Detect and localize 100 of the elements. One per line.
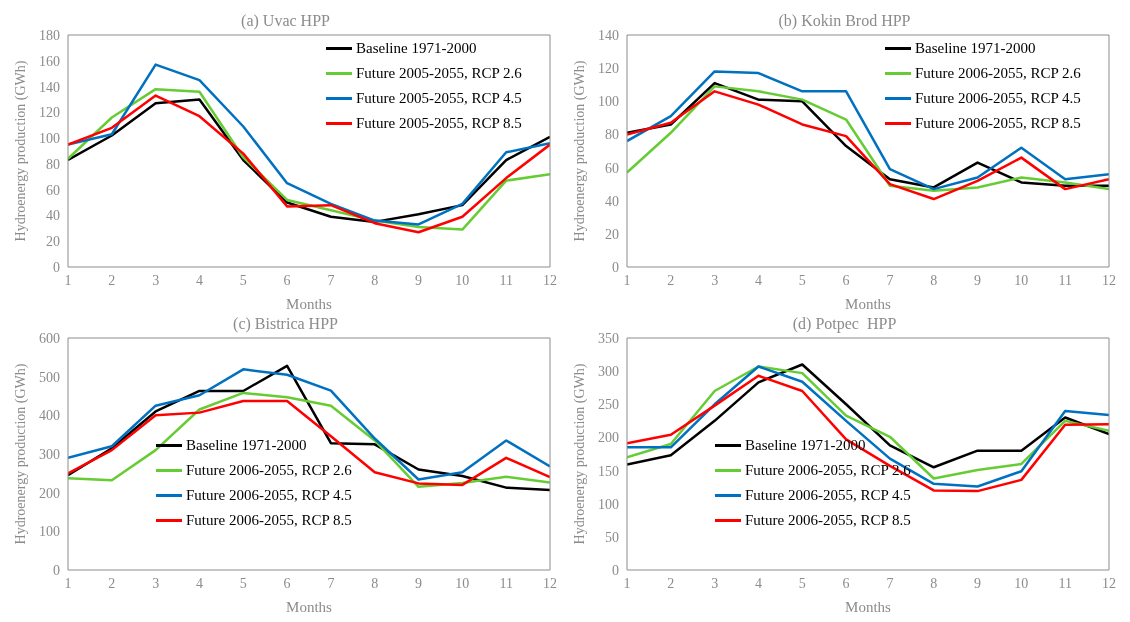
legend-label: Future 2006-2055, RCP 4.5 <box>915 89 1081 108</box>
x-tick-label: 11 <box>1058 575 1072 591</box>
legend-label: Future 2006-2055, RCP 8.5 <box>915 114 1081 133</box>
x-tick-label: 12 <box>543 575 557 591</box>
x-tick-label: 3 <box>711 272 719 288</box>
x-tick-label: 10 <box>1014 272 1029 288</box>
y-tick-label: 40 <box>46 208 60 224</box>
y-tick-label: 50 <box>605 529 619 545</box>
x-tick-label: 7 <box>327 575 335 591</box>
y-tick-label: 80 <box>605 127 619 143</box>
y-tick-label: 80 <box>46 156 60 172</box>
x-tick-label: 11 <box>499 272 513 288</box>
legend-label: Future 2006-2055, RCP 4.5 <box>186 486 352 505</box>
x-tick-label: 2 <box>108 272 116 288</box>
x-tick-label: 8 <box>930 272 938 288</box>
y-tick-label: 600 <box>39 330 60 346</box>
x-tick-label: 10 <box>1014 575 1029 591</box>
x-tick-label: 1 <box>64 575 72 591</box>
x-tick-label: 7 <box>327 272 335 288</box>
y-tick-label: 300 <box>39 446 60 462</box>
x-axis-title: Months <box>286 599 333 615</box>
y-tick-label: 100 <box>598 94 619 110</box>
x-tick-label: 2 <box>667 575 675 591</box>
x-tick-label: 11 <box>499 575 513 591</box>
x-tick-label: 10 <box>455 272 470 288</box>
x-tick-label: 8 <box>371 272 379 288</box>
x-tick-label: 7 <box>886 272 894 288</box>
y-tick-label: 200 <box>598 430 619 446</box>
y-tick-label: 200 <box>39 485 60 501</box>
y-tick-label: 120 <box>598 61 619 77</box>
legend-label: Future 2006-2055, RCP 2.6 <box>915 64 1081 83</box>
legend-label: Future 2006-2055, RCP 8.5 <box>186 511 352 530</box>
x-tick-label: 12 <box>1102 575 1116 591</box>
x-tick-label: 4 <box>195 272 203 288</box>
y-tick-label: 100 <box>39 131 60 147</box>
x-axis-title: Months <box>845 599 892 615</box>
x-tick-label: 12 <box>543 272 557 288</box>
x-tick-label: 9 <box>974 575 982 591</box>
x-tick-label: 5 <box>239 575 247 591</box>
y-tick-label: 140 <box>598 27 619 43</box>
y-tick-label: 140 <box>39 79 60 95</box>
x-axis-title: Months <box>845 296 892 312</box>
x-tick-label: 1 <box>623 272 631 288</box>
x-tick-label: 9 <box>415 575 423 591</box>
x-axis-title: Months <box>286 296 333 312</box>
x-tick-label: 2 <box>108 575 116 591</box>
legend-label: Baseline 1971-2000 <box>186 436 307 455</box>
y-tick-label: 60 <box>605 160 619 176</box>
y-tick-label: 500 <box>39 369 60 385</box>
x-tick-label: 4 <box>754 272 762 288</box>
x-tick-label: 1 <box>64 272 72 288</box>
y-tick-label: 0 <box>53 562 60 578</box>
y-tick-label: 180 <box>39 27 60 43</box>
legend-label: Future 2005-2055, RCP 8.5 <box>356 114 522 133</box>
x-tick-label: 6 <box>842 272 850 288</box>
x-tick-label: 5 <box>798 272 806 288</box>
x-tick-label: 6 <box>283 272 291 288</box>
y-tick-label: 120 <box>39 105 60 121</box>
legend-label: Future 2006-2055, RCP 4.5 <box>745 486 911 505</box>
y-axis-title: Hydroenergy production (GWh) <box>12 60 29 242</box>
y-tick-label: 400 <box>39 408 60 424</box>
y-tick-label: 20 <box>605 226 619 242</box>
legend-label: Future 2005-2055, RCP 2.6 <box>356 64 522 83</box>
x-tick-label: 7 <box>886 575 894 591</box>
legend-label: Future 2006-2055, RCP 8.5 <box>745 511 911 530</box>
y-tick-label: 0 <box>612 259 619 275</box>
chart-title: (a) Uvac HPP <box>241 12 331 30</box>
x-tick-label: 1 <box>623 575 631 591</box>
chart-title: (b) Kokin Brod HPP <box>778 12 911 30</box>
chart-title: (d) Potpec HPP <box>792 315 897 333</box>
x-tick-label: 3 <box>152 272 160 288</box>
x-tick-label: 5 <box>239 272 247 288</box>
y-tick-label: 100 <box>598 496 619 512</box>
chart-title: (c) Bistrica HPP <box>233 315 339 333</box>
y-tick-label: 0 <box>53 259 60 275</box>
y-axis-title: Hydroenergy production (GWh) <box>12 363 29 545</box>
x-tick-label: 3 <box>711 575 719 591</box>
x-tick-label: 5 <box>798 575 806 591</box>
y-axis-title: Hydroenergy production (GWh) <box>571 60 588 242</box>
x-tick-label: 9 <box>974 272 982 288</box>
x-tick-label: 6 <box>283 575 291 591</box>
y-tick-label: 100 <box>39 524 60 540</box>
x-tick-label: 8 <box>930 575 938 591</box>
x-tick-label: 6 <box>842 575 850 591</box>
y-tick-label: 40 <box>605 193 619 209</box>
y-tick-label: 250 <box>598 397 619 413</box>
x-tick-label: 4 <box>195 575 203 591</box>
y-tick-label: 350 <box>598 330 619 346</box>
y-tick-label: 60 <box>46 182 60 198</box>
x-tick-label: 9 <box>415 272 423 288</box>
x-tick-label: 10 <box>455 575 470 591</box>
legend-label: Baseline 1971-2000 <box>915 39 1036 58</box>
legend-label: Baseline 1971-2000 <box>356 39 477 58</box>
x-tick-label: 4 <box>754 575 762 591</box>
legend-label: Future 2005-2055, RCP 4.5 <box>356 89 522 108</box>
y-axis-title: Hydroenergy production (GWh) <box>571 363 588 545</box>
legend-label: Future 2006-2055, RCP 2.6 <box>186 461 352 480</box>
y-tick-label: 0 <box>612 562 619 578</box>
y-tick-label: 150 <box>598 463 619 479</box>
x-tick-label: 2 <box>667 272 675 288</box>
